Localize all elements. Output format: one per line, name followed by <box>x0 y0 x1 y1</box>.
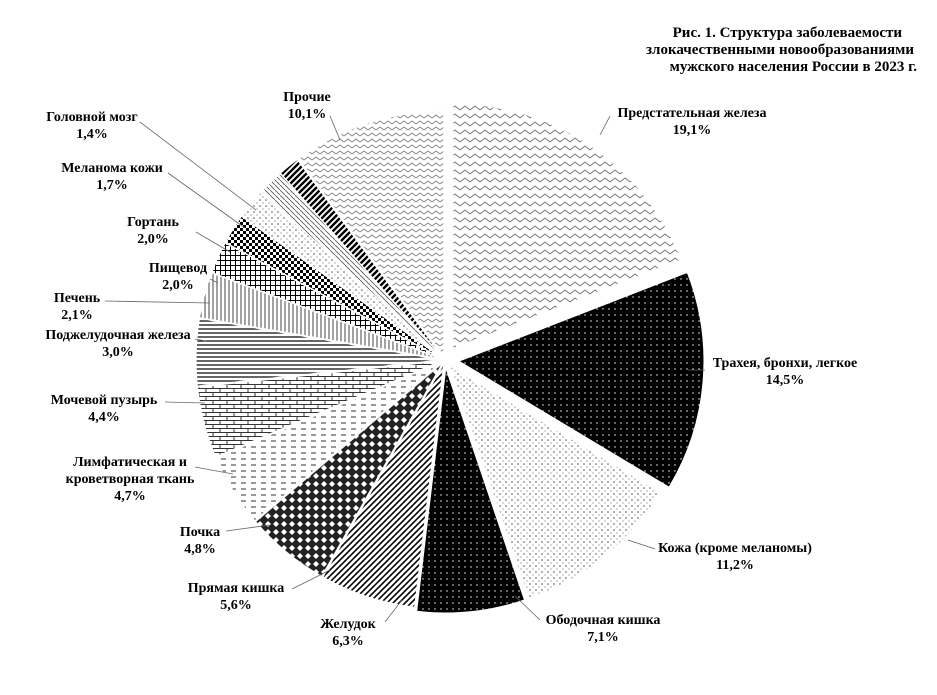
slice-label: Почка <box>180 525 220 540</box>
pie-slice <box>196 360 442 458</box>
slice-label: Лимфатическая и <box>73 455 187 470</box>
leader-lines <box>104 115 705 623</box>
slice-value-label: 14,5% <box>766 373 805 388</box>
slice-label: Гортань <box>127 215 179 230</box>
leader-line <box>209 278 219 284</box>
slice-label: Предстательная железа <box>617 106 766 121</box>
slice-label: Меланома кожи <box>61 161 163 176</box>
slice-label: Желудок <box>320 617 376 632</box>
leader-line <box>291 569 331 590</box>
slice-label: кроветворная ткань <box>66 472 195 487</box>
slice-label: Печень <box>54 291 101 306</box>
pie-slice <box>457 271 705 488</box>
slice-value-label: 6,3% <box>332 634 364 649</box>
leader-line <box>194 338 207 342</box>
pie-slice <box>449 365 661 599</box>
pie-slice <box>215 361 442 522</box>
leader-line <box>194 466 234 475</box>
slice-value-label: 7,1% <box>587 630 619 645</box>
leader-line <box>225 524 271 532</box>
leader-line <box>167 172 246 229</box>
pie-slice <box>279 158 443 358</box>
slice-value-label: 3,0% <box>102 345 134 360</box>
slice-label: Головной мозг <box>46 110 138 125</box>
slice-value-label: 1,7% <box>96 178 128 193</box>
slice-value-label: 1,4% <box>76 127 108 142</box>
slice-value-label: 2,0% <box>137 232 169 247</box>
slice-label: Трахея, бронхи, легкое <box>713 356 857 371</box>
slice-value-label: 4,7% <box>114 489 146 504</box>
slice-label: Мочевой пузырь <box>51 393 158 408</box>
chart-title-line: Рис. 1. Структура заболеваемости <box>673 25 903 41</box>
leader-line <box>139 121 257 211</box>
slice-value-label: 11,2% <box>716 558 754 573</box>
pie-slice <box>416 367 526 614</box>
pie-slice <box>195 317 442 387</box>
chart-title-line: мужского населения России в 2023 г. <box>670 59 918 75</box>
pie-slice <box>211 242 442 359</box>
pie-slices <box>195 102 705 614</box>
slice-label: Кожа (кроме меланомы) <box>658 541 812 556</box>
leader-line <box>164 401 206 404</box>
slice-label: Прямая кишка <box>188 581 285 596</box>
leader-line <box>627 539 656 550</box>
leader-line <box>329 115 341 141</box>
chart-title-line: злокачественными новообразованиями <box>646 42 914 58</box>
leader-line <box>384 599 403 623</box>
chart-title: Рис. 1. Структура заболеваемостизлокачес… <box>646 25 917 75</box>
pie-slice <box>199 272 442 360</box>
slice-label: Ободочная кишка <box>546 613 661 628</box>
pie-slice <box>224 215 442 359</box>
leader-line <box>104 300 211 304</box>
slice-value-label: 2,1% <box>61 308 93 323</box>
pie-slice <box>254 362 443 577</box>
slice-label: Прочие <box>283 90 331 105</box>
leader-line <box>599 115 611 136</box>
slice-label: Пищевод <box>149 261 207 276</box>
slice-value-label: 2,0% <box>162 278 194 293</box>
pie-slice <box>452 102 682 350</box>
slice-labels: Предстательная железа 19,1% Трахея, бронхи… <box>45 90 857 649</box>
leader-line <box>514 595 541 621</box>
slice-value-label: 19,1% <box>673 123 712 138</box>
slice-label: Поджелудочная железа <box>45 328 190 343</box>
leader-line <box>195 231 231 253</box>
slice-value-label: 4,8% <box>184 542 216 557</box>
pie-slice <box>297 110 445 358</box>
slice-value-label: 10,1% <box>288 107 327 122</box>
pie-slice <box>322 363 445 608</box>
slice-value-label: 4,4% <box>88 410 120 425</box>
slice-value-label: 5,6% <box>220 598 252 613</box>
